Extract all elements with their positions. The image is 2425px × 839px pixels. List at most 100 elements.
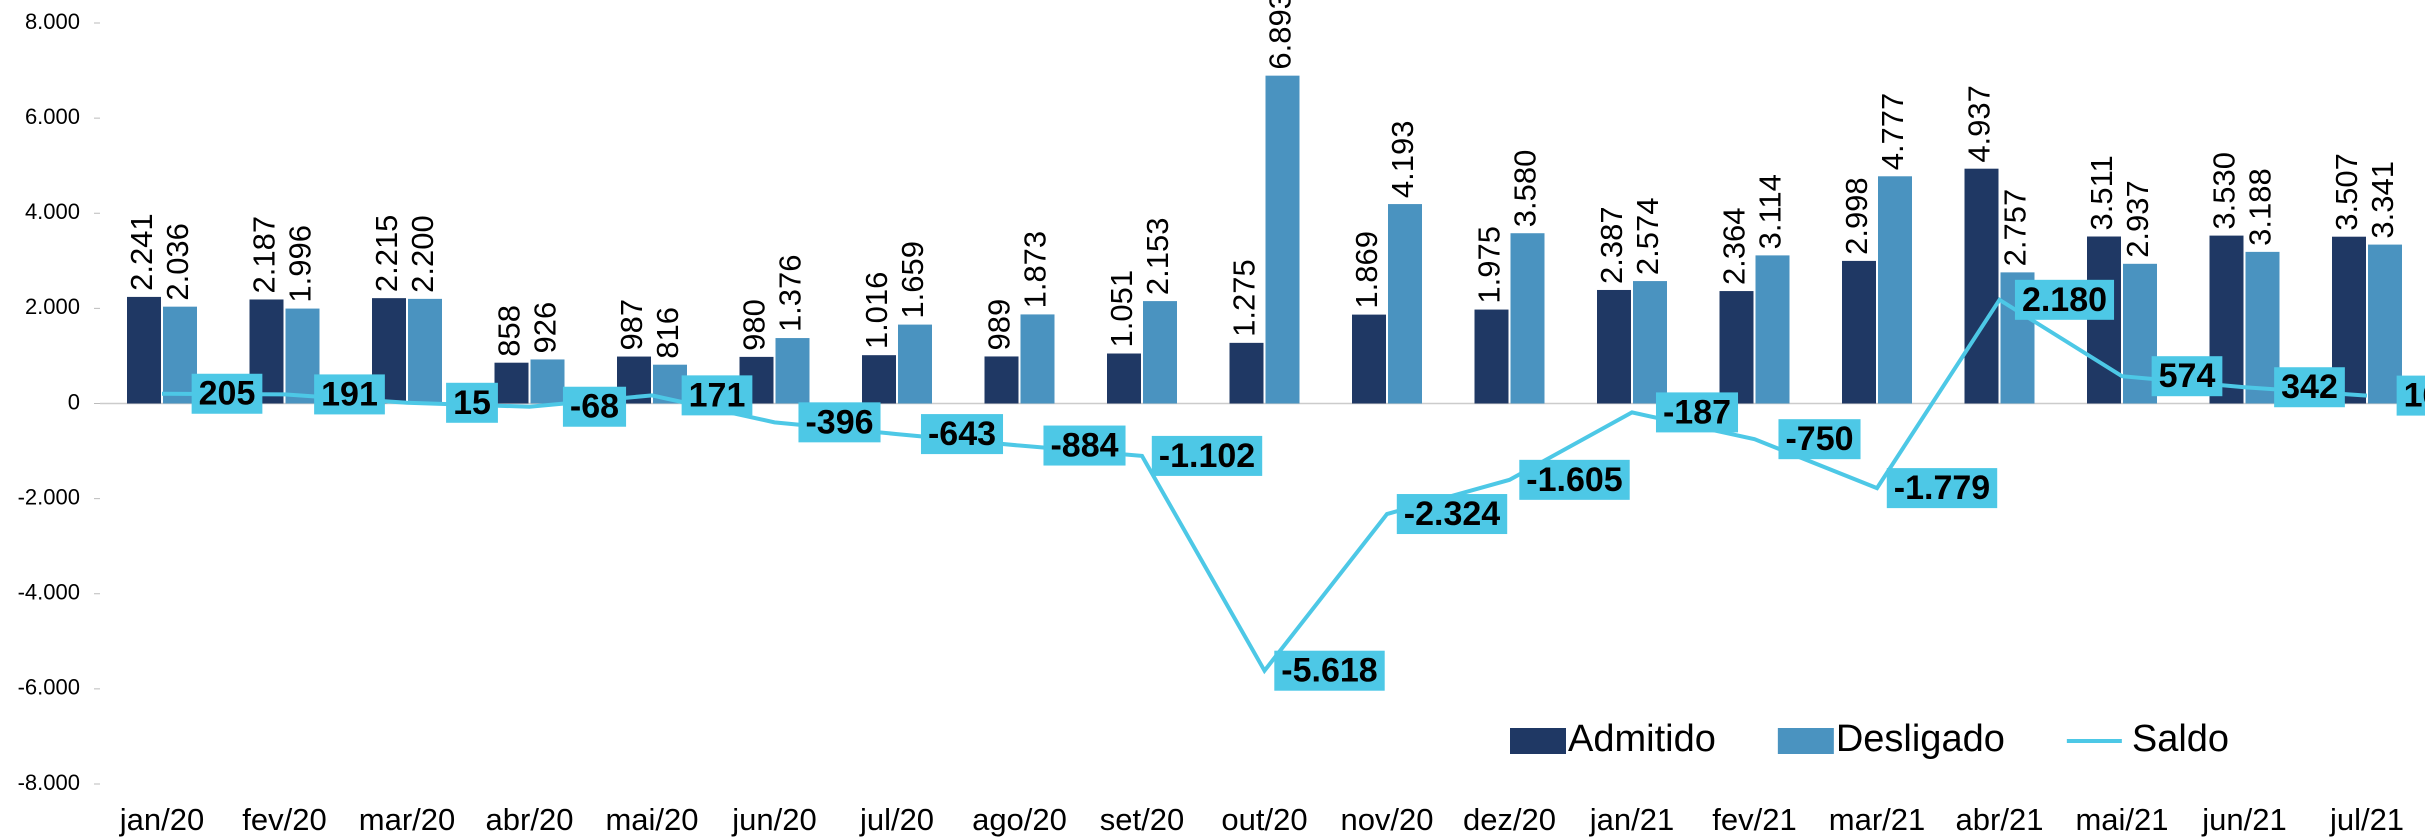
bar: [862, 355, 896, 404]
x-tick-label: jan/20: [119, 802, 204, 837]
data-label: 2.215: [369, 215, 404, 293]
label-bg: [1274, 650, 1385, 691]
data-label-box: 171: [681, 375, 753, 416]
label-bg: [2014, 279, 2115, 320]
label-bg: [1151, 435, 1263, 476]
x-tick-label: fev/21: [1712, 802, 1796, 837]
label-bg: [1396, 494, 1508, 535]
bar: [1878, 176, 1912, 404]
data-label: -1.102: [1159, 437, 1255, 475]
data-label: 816: [650, 307, 685, 359]
data-label: 2.387: [1594, 206, 1629, 284]
data-label: 342: [2281, 368, 2338, 406]
data-label-box: 191: [314, 374, 385, 415]
data-label-box: 2.180: [2014, 279, 2115, 320]
legend-label: Saldo: [2132, 718, 2229, 760]
data-label-box: -1.779: [1886, 468, 1998, 509]
x-tick-label: fev/20: [242, 802, 326, 837]
data-label-box: -2.324: [1396, 494, 1508, 535]
data-label-box: -884: [1043, 425, 1126, 466]
data-label: 6.893: [1263, 0, 1298, 70]
x-tick-label: mai/21: [2075, 802, 2168, 837]
y-tick-label: 2.000: [25, 294, 80, 319]
data-label: 1.275: [1227, 259, 1262, 337]
data-label: 1.996: [283, 225, 318, 303]
x-tick-label: mai/20: [605, 802, 698, 837]
label-bg: [2396, 375, 2425, 416]
bar: [1474, 309, 1509, 404]
label-bg: [1886, 468, 1998, 509]
bar: [494, 362, 529, 404]
x-tick-label: jul/20: [859, 802, 934, 837]
label-bg: [798, 402, 881, 443]
data-label: 2.757: [1998, 189, 2033, 267]
data-label: 2.180: [2022, 281, 2107, 319]
data-label: 2.200: [405, 215, 440, 293]
bar: [1107, 353, 1141, 404]
data-label-box: -5.618: [1274, 650, 1385, 691]
y-tick-label: 4.000: [25, 199, 80, 224]
label-bg: [446, 382, 498, 423]
data-label: 2.998: [1839, 177, 1874, 255]
legend-label: Desligado: [1836, 718, 2005, 760]
bar: [1597, 289, 1631, 404]
data-label: 1.659: [895, 241, 930, 319]
x-tick-label: ago/20: [972, 802, 1067, 837]
y-tick-label: -8.000: [18, 770, 80, 795]
data-label-box: 574: [2151, 356, 2223, 397]
bar: [898, 324, 932, 404]
y-tick-label: -4.000: [18, 580, 80, 605]
x-tick-label: jun/21: [2201, 802, 2286, 837]
bar: [1265, 75, 1300, 404]
bar: [163, 306, 197, 404]
data-label-box: -643: [920, 414, 1004, 455]
data-label: 1.016: [859, 272, 894, 350]
data-label: 1.051: [1104, 270, 1139, 348]
data-label: 3.580: [1508, 150, 1543, 228]
data-label: 4.193: [1385, 120, 1420, 198]
y-tick-label: -2.000: [18, 484, 80, 509]
x-tick-label: abr/21: [1956, 802, 2044, 837]
data-label-box: -187: [1655, 392, 1739, 433]
x-tick-label: nov/20: [1340, 802, 1433, 837]
data-label: 3.530: [2207, 152, 2242, 230]
legend-label: Admitido: [1568, 718, 1716, 760]
data-label: 574: [2159, 357, 2216, 395]
label-bg: [2274, 367, 2345, 408]
data-label: 3.507: [2329, 153, 2364, 231]
label-bg: [681, 375, 753, 416]
data-label: 1.869: [1349, 231, 1384, 309]
data-label: 1.873: [1018, 231, 1053, 309]
bar: [2368, 244, 2402, 404]
data-label: 2.036: [160, 223, 195, 301]
data-label: 205: [199, 375, 256, 413]
data-label: 4.777: [1875, 93, 1910, 171]
data-label: -187: [1663, 393, 1731, 431]
data-label: 2.187: [247, 216, 282, 294]
x-tick-label: jul/21: [2329, 802, 2404, 837]
data-label: -68: [570, 388, 619, 426]
bar: [1719, 291, 1754, 404]
bar: [1842, 260, 1876, 404]
label-bg: [191, 373, 263, 414]
data-label: -1.779: [1894, 469, 1990, 507]
legend-swatch: [1777, 728, 1834, 754]
x-tick-label: set/20: [1100, 802, 1184, 837]
y-tick-label: -6.000: [18, 675, 80, 700]
data-label: 15: [453, 384, 491, 422]
data-label: 989: [982, 299, 1017, 351]
legend-swatch: [1510, 728, 1566, 754]
data-label-box: -396: [798, 402, 881, 443]
data-label-box: -750: [1778, 419, 1861, 460]
data-label: 3.511: [2084, 155, 2119, 230]
data-label: -643: [928, 415, 996, 453]
data-label-box: 205: [191, 373, 263, 414]
line: [161, 297, 2368, 675]
bar: [1020, 314, 1055, 404]
data-label-box: 166: [2396, 375, 2425, 416]
x-tick-label: abr/20: [486, 802, 574, 837]
data-label: -2.324: [1404, 495, 1500, 533]
data-label: 980: [737, 299, 772, 351]
label-bg: [920, 414, 1004, 455]
bar: [2087, 236, 2121, 404]
